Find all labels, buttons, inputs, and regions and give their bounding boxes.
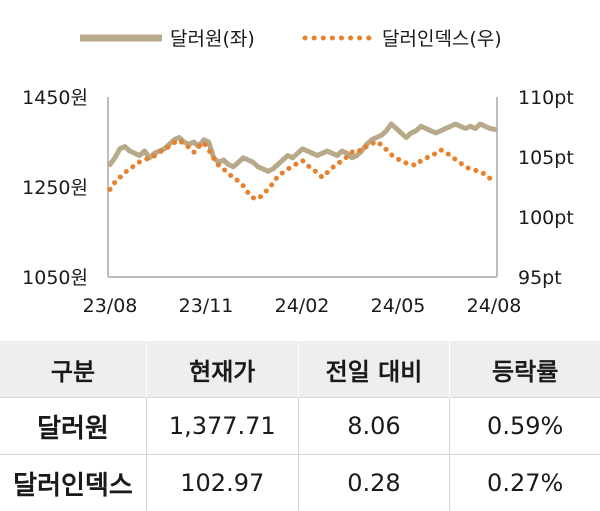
row-change: 8.06 [298,398,450,455]
header-current-price: 현재가 [146,341,298,398]
y-right-tick-100: 100pt [518,207,574,229]
y-right-tick-110: 110pt [518,87,574,109]
legend-label-usdkrw: 달러원(좌) [170,28,255,50]
table-row: 달러원 1,377.71 8.06 0.59% [0,398,600,455]
exchange-rate-chart: 달러원(좌) 달러인덱스(우) 1450원 1250원 1050원 110pt … [0,0,600,340]
y-right-tick-105: 105pt [518,147,574,169]
row-name: 달러인덱스 [0,455,146,511]
header-change-rate: 등락률 [450,341,600,398]
x-tick-labels: 23/08 23/11 24/02 24/05 24/08 [83,295,522,317]
row-name: 달러원 [0,398,146,455]
quote-table-header: 구분 현재가 전일 대비 등락률 [0,341,600,398]
chart-legend: 달러원(좌) 달러인덱스(우) [80,28,502,50]
x-tick-2308: 23/08 [83,295,138,317]
header-category: 구분 [0,341,146,398]
x-tick-2311: 23/11 [179,295,234,317]
row-rate: 0.27% [450,455,600,511]
y-right-tick-labels: 110pt 105pt 100pt 95pt [518,87,574,289]
row-rate: 0.59% [450,398,600,455]
quote-table: 구분 현재가 전일 대비 등락률 달러원 1,377.71 8.06 0.59%… [0,341,600,511]
x-tick-2402: 24/02 [275,295,330,317]
x-tick-2408: 24/08 [467,295,522,317]
y-left-tick-1450: 1450원 [22,87,88,109]
y-left-tick-1050: 1050원 [22,267,88,289]
chart-axes [108,97,497,277]
y-right-tick-95: 95pt [518,267,562,289]
row-price: 102.97 [146,455,298,511]
table-row: 달러인덱스 102.97 0.28 0.27% [0,455,600,511]
row-change: 0.28 [298,455,450,511]
x-tick-2405: 24/05 [371,295,426,317]
row-price: 1,377.71 [146,398,298,455]
header-change: 전일 대비 [298,341,450,398]
legend-label-dxy: 달러인덱스(우) [382,28,502,50]
y-left-tick-1250: 1250원 [22,177,88,199]
y-left-tick-labels: 1450원 1250원 1050원 [22,87,88,289]
plot-series [110,124,495,199]
